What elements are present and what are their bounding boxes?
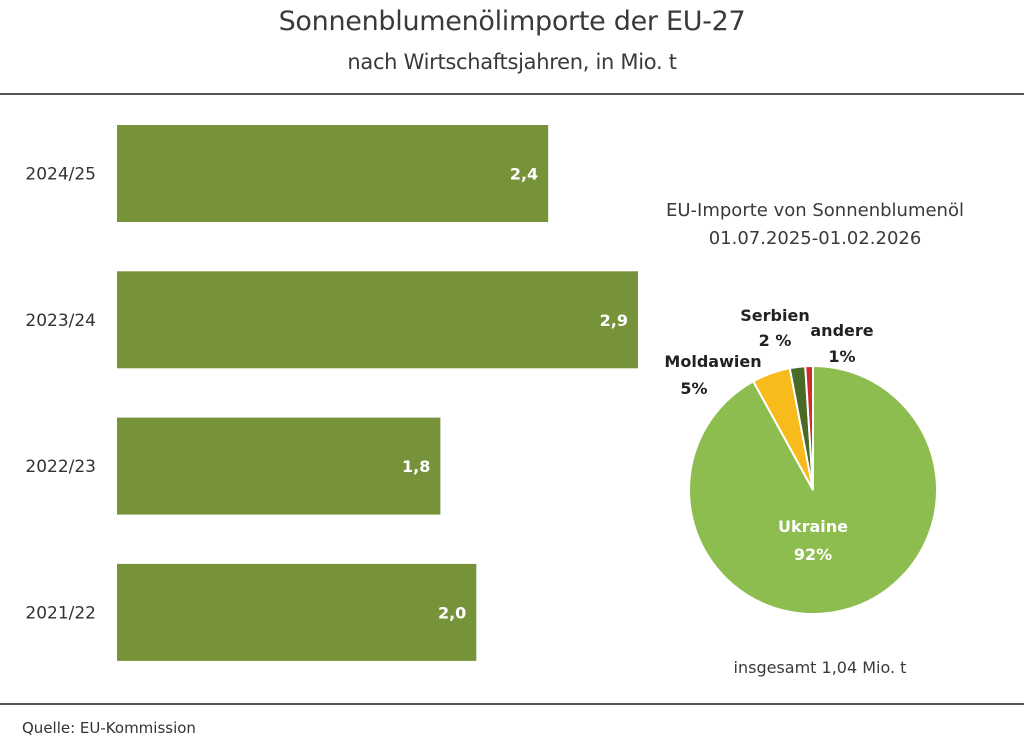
bar-value-label: 1,8 [402, 457, 430, 476]
pie-title: EU-Importe von Sonnenblumenöl [666, 200, 964, 221]
pie-label-ukraine: Ukraine [778, 517, 848, 536]
source-note: Quelle: EU-Kommission [22, 719, 196, 737]
chart-title: Sonnenblumenölimporte der EU-27 [278, 6, 746, 37]
pie-value-serbien: 2 % [759, 331, 792, 350]
category-label: 2023/24 [25, 311, 96, 331]
category-label: 2022/23 [25, 457, 96, 477]
category-label: 2024/25 [25, 165, 96, 185]
bar-value-label: 2,9 [600, 311, 628, 330]
pie-total-annotation: insgesamt 1,04 Mio. t [733, 658, 907, 677]
bar-2024-25 [117, 125, 549, 222]
pie-value-moldawien: 5% [680, 379, 707, 398]
pie-label-andere: andere [810, 321, 873, 340]
bottom-divider [0, 703, 1024, 705]
bar-2021-22 [117, 563, 477, 661]
pie-label-moldawien: Moldawien [664, 352, 761, 371]
top-divider [0, 93, 1024, 95]
bar-2022-23 [117, 417, 441, 515]
pie-slice-andere [804, 364, 814, 491]
chart-subtitle: nach Wirtschaftsjahren, in Mio. t [347, 50, 677, 74]
bar-value-label: 2,4 [510, 165, 538, 184]
pie-value-andere: 1% [828, 347, 855, 366]
bar-value-label: 2,0 [438, 603, 466, 622]
pie-chart: Ukraine 92% Moldawien 5% Serbien 2 % andere 1% [664, 306, 938, 615]
bar-2023-24 [117, 271, 638, 369]
bar-chart: 2024/25 2,4 2023/24 2,9 2022/23 1,8 2021/22 2,0 [25, 125, 638, 661]
category-label: 2021/22 [25, 603, 96, 623]
pie-label-serbien: Serbien [740, 306, 809, 325]
pie-value-ukraine: 92% [794, 545, 832, 564]
pie-subtitle: 01.07.2025-01.02.2026 [708, 228, 922, 249]
